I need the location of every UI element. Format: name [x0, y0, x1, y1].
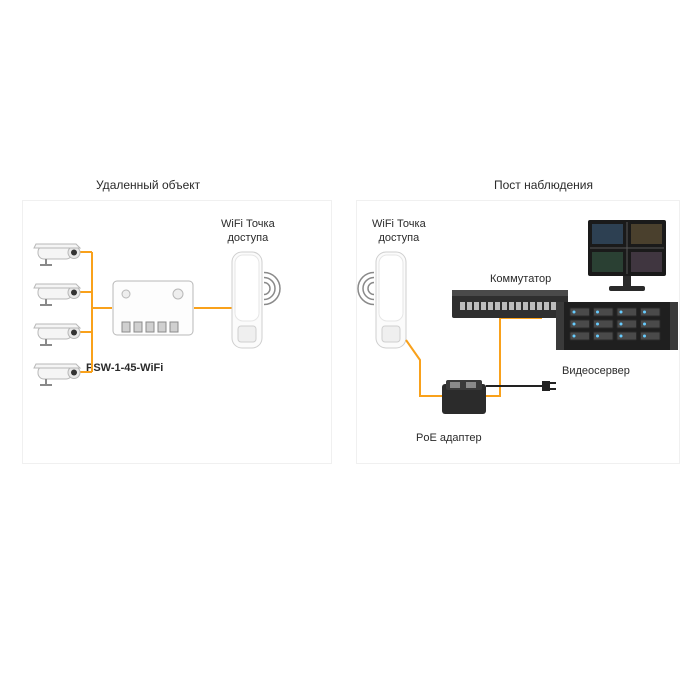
diagram-canvas: Удаленный объект Пост наблюдения WiFi То…	[0, 0, 700, 700]
network-switch	[452, 290, 568, 318]
video-server	[556, 302, 678, 350]
power-plug-icon	[542, 381, 556, 391]
poe-adapter	[442, 380, 490, 418]
monitor	[588, 220, 670, 300]
